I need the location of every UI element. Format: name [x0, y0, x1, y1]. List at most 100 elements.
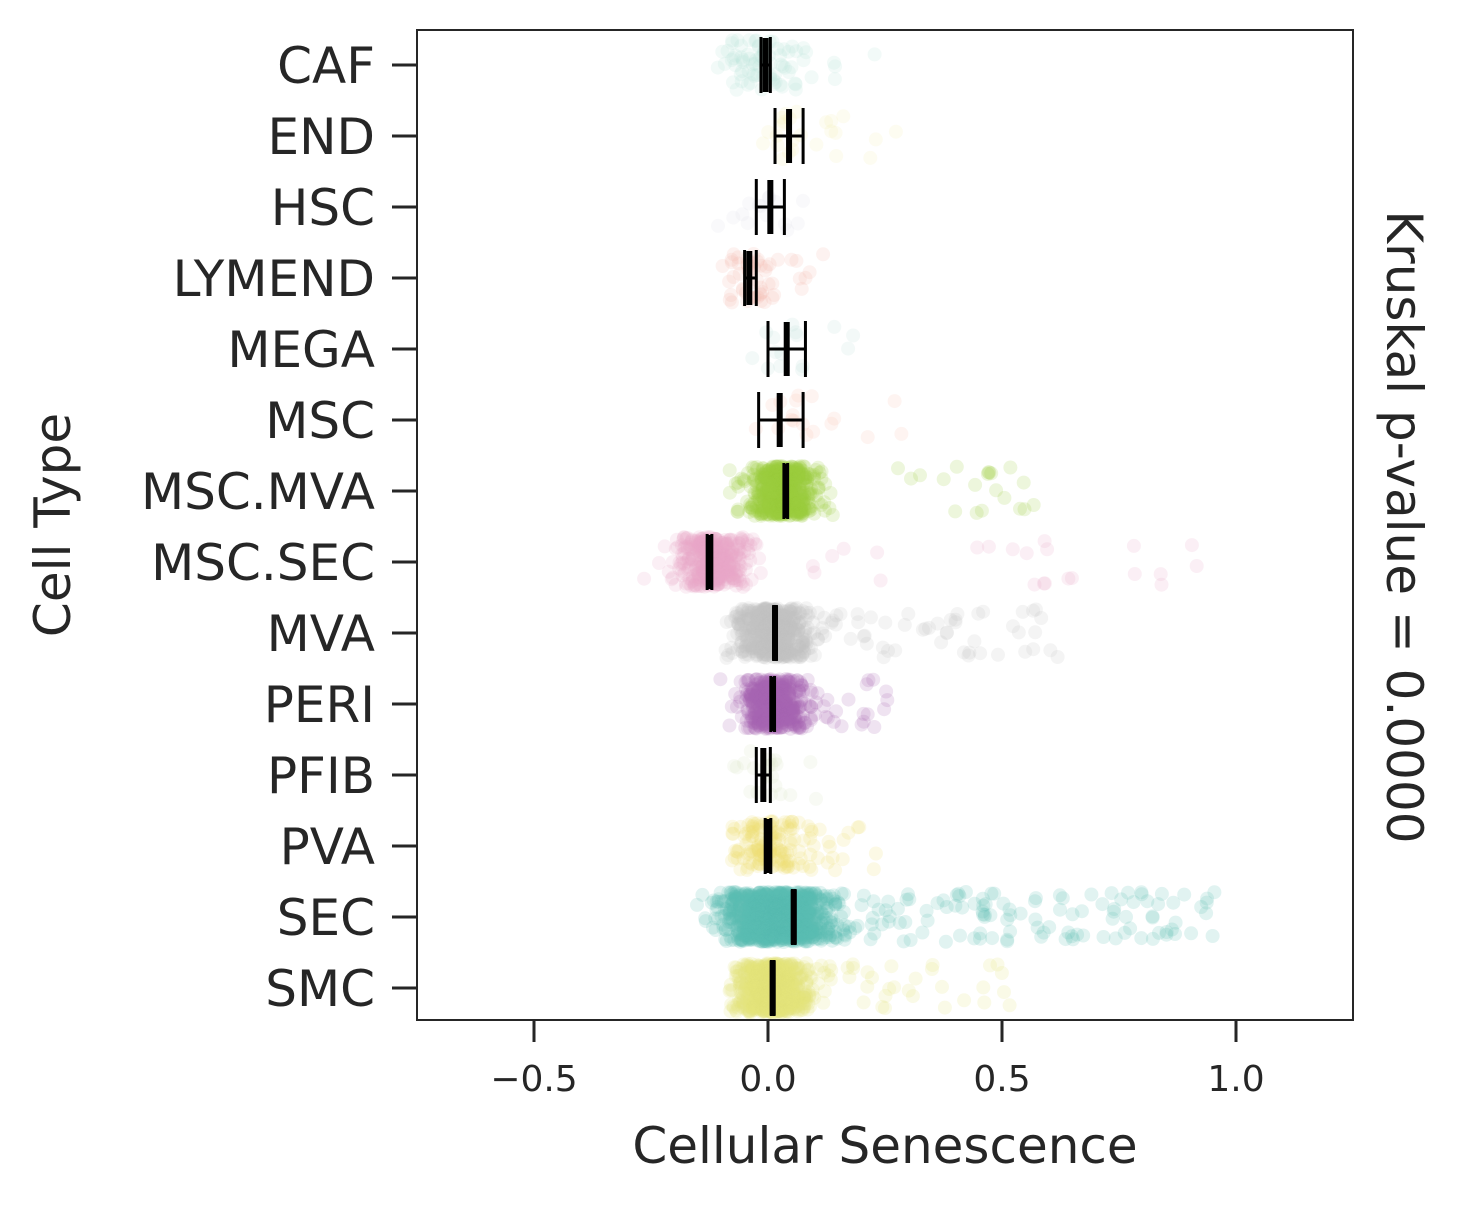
data-point: [969, 505, 984, 520]
data-point: [789, 104, 804, 119]
data-point: [759, 628, 774, 643]
data-point: [776, 854, 791, 869]
data-point: [778, 627, 793, 642]
data-point: [737, 544, 752, 559]
data-point: [787, 718, 802, 733]
data-point: [684, 551, 699, 566]
data-point: [770, 825, 785, 839]
data-point: [811, 460, 826, 475]
data-point: [810, 605, 825, 620]
data-point: [712, 553, 727, 568]
data-point: [761, 478, 776, 493]
data-point: [751, 615, 766, 630]
data-point: [780, 614, 795, 629]
data-point: [771, 462, 785, 476]
data-point: [764, 484, 779, 499]
data-point: [750, 609, 765, 624]
data-point: [982, 465, 997, 480]
data-point: [775, 617, 790, 632]
data-point: [956, 645, 971, 660]
data-point: [770, 503, 785, 518]
data-point: [761, 471, 776, 486]
data-point: [775, 619, 790, 634]
data-point: [689, 579, 704, 594]
data-point: [714, 909, 729, 924]
data-point: [792, 481, 807, 495]
data-point: [758, 467, 773, 482]
data-point: [731, 536, 746, 551]
data-point: [760, 629, 775, 644]
data-point: [775, 604, 790, 619]
data-point: [984, 466, 999, 481]
data-point: [752, 694, 767, 708]
data-point: [770, 474, 785, 489]
data-point: [780, 632, 795, 647]
data-point: [730, 626, 745, 641]
data-point: [796, 476, 811, 491]
data-point: [693, 535, 708, 550]
data-point: [693, 533, 708, 548]
data-point: [745, 641, 760, 656]
data-point: [736, 55, 751, 70]
data-point: [753, 618, 768, 633]
data-point: [772, 692, 787, 707]
data-point: [750, 672, 765, 687]
data-point: [711, 546, 726, 561]
data-point: [732, 617, 746, 632]
data-point: [892, 915, 907, 930]
data-point: [723, 548, 738, 563]
data-point: [783, 645, 798, 660]
data-point: [758, 601, 773, 616]
data-point: [755, 625, 770, 640]
data-point: [783, 637, 798, 652]
data-point: [746, 701, 760, 715]
data-point: [781, 44, 796, 59]
data-point: [778, 638, 793, 652]
data-point: [875, 999, 890, 1014]
data-point: [791, 647, 806, 662]
data-point: [740, 77, 755, 92]
y-tick-label: PFIB: [267, 747, 375, 805]
data-point: [743, 638, 758, 653]
data-point: [741, 466, 755, 481]
data-point: [784, 686, 799, 701]
data-point: [809, 488, 824, 503]
data-point: [745, 621, 760, 635]
data-point: [775, 715, 790, 730]
y-tick-label: HSC: [271, 179, 375, 237]
data-point: [781, 718, 796, 733]
data-point: [793, 459, 808, 474]
data-point: [724, 614, 738, 629]
data-point: [770, 498, 785, 513]
data-point: [787, 710, 802, 725]
data-point: [756, 461, 771, 476]
data-point: [761, 466, 776, 481]
data-point: [740, 216, 755, 231]
data-point: [788, 325, 803, 340]
data-point: [779, 638, 793, 653]
data-point: [793, 506, 808, 521]
data-point: [764, 498, 779, 512]
data-point: [811, 482, 826, 497]
data-point: [796, 468, 811, 482]
points-layer: [637, 33, 1222, 1020]
data-point: [754, 679, 769, 694]
data-point: [747, 710, 762, 725]
data-point: [682, 542, 697, 557]
data-point: [783, 647, 798, 662]
x-tick-label: 1.0: [1207, 1059, 1264, 1100]
data-point: [777, 612, 792, 627]
data-point: [758, 638, 773, 653]
data-point: [774, 705, 789, 720]
data-point: [731, 250, 745, 265]
data-point: [761, 620, 776, 635]
data-point: [797, 496, 812, 511]
data-point: [756, 716, 771, 731]
data-point: [756, 714, 771, 728]
data-point: [785, 624, 800, 639]
data-point: [790, 507, 805, 522]
data-point: [757, 699, 772, 714]
data-point: [682, 560, 696, 575]
data-point: [774, 691, 789, 706]
